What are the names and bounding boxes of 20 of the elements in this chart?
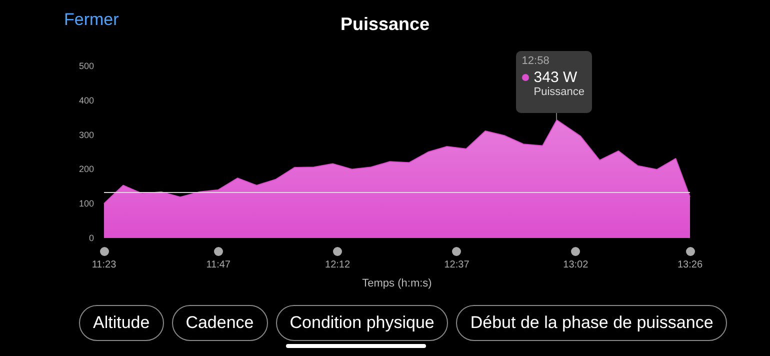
- y-tick-label: 300: [78, 130, 94, 140]
- y-tick-label: 200: [78, 164, 94, 174]
- x-tick-label: 13:02: [563, 260, 589, 270]
- chart-title: Puissance: [340, 14, 430, 34]
- text: Fermer: [64, 10, 119, 30]
- text: Condition physique: [276, 305, 448, 341]
- text: Début de la phase de puissance: [456, 305, 728, 341]
- x-axis-title: Temps (h:m:s): [362, 278, 432, 290]
- x-tick-label: 11:47: [206, 260, 231, 270]
- y-tick-label: 100: [78, 198, 94, 209]
- x-tick-label: 12:37: [444, 260, 470, 270]
- text: Cadence: [172, 305, 268, 341]
- y-tick-label: 500: [78, 61, 94, 71]
- x-tick-label: 11:23: [92, 260, 117, 270]
- y-tick-label: 0: [88, 233, 94, 243]
- y-tick-label: 400: [78, 95, 94, 106]
- x-tick-label: 12:12: [325, 260, 350, 270]
- x-tick-label: 13:26: [677, 260, 703, 270]
- text: Altitude: [79, 305, 164, 341]
- annotation: 12:58 343 W Puissance: [522, 55, 586, 98]
